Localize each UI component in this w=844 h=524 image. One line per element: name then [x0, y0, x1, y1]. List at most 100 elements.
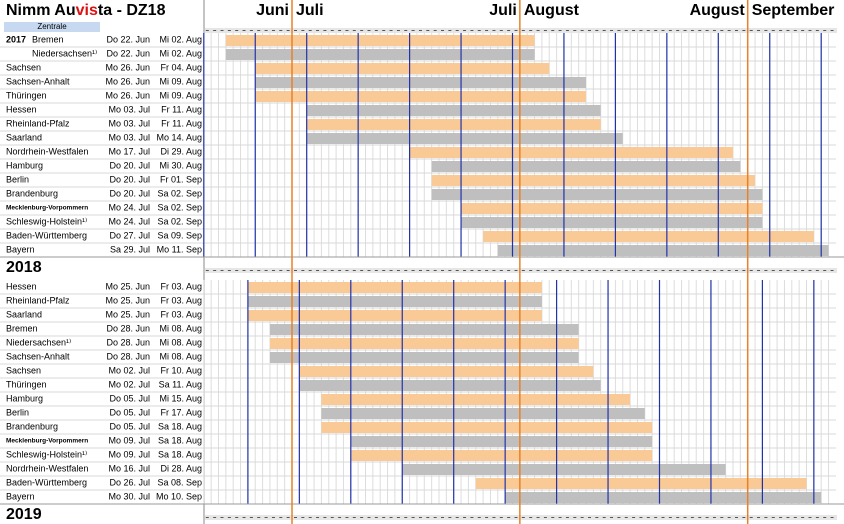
state-name: Sachsen [6, 62, 41, 72]
state-name: Nordrhein-Westfalen [6, 146, 88, 156]
start-date: Mo 03. Jul [108, 132, 150, 142]
end-date: Sa 08. Sep [157, 477, 202, 487]
start-date: Do 20. Jul [109, 188, 150, 198]
holiday-bar [483, 231, 814, 242]
start-date: Do 26. Jul [109, 477, 150, 487]
holiday-bar [461, 203, 763, 214]
holiday-bar [321, 422, 653, 433]
state-name: Bremen [32, 34, 64, 44]
state-name: Rheinland-Pfalz [6, 295, 70, 305]
state-name: Hamburg [6, 393, 43, 403]
start-date: Mo 24. Jul [108, 202, 150, 212]
day-strip [205, 515, 837, 520]
end-date: Mo 10. Sep [156, 491, 202, 501]
holiday-bar [497, 245, 829, 256]
state-name: Bayern [6, 244, 35, 254]
start-date: Mo 17. Jul [108, 146, 150, 156]
end-date: Fr 10. Aug [160, 365, 202, 375]
title-part: vis [76, 2, 98, 19]
start-date: Do 28. Jun [106, 323, 150, 333]
start-date: Do 28. Jun [106, 351, 150, 361]
month-label: Juli [489, 2, 517, 19]
state-name: Hessen [6, 281, 37, 291]
holiday-bar [350, 450, 653, 461]
state-name: Mecklenburg-Vorpommern [6, 205, 88, 212]
end-date: Mi 08. Aug [159, 337, 202, 347]
state-name: Schleswig-Holstein¹⁾ [6, 216, 87, 226]
end-date: Sa 02. Sep [157, 216, 202, 226]
start-date: Do 20. Jul [109, 174, 150, 184]
month-label: August [524, 2, 580, 19]
day-strip [205, 268, 837, 273]
start-date: Mo 30. Jul [108, 491, 150, 501]
start-date: Mo 24. Jul [108, 216, 150, 226]
end-date: Mi 02. Aug [159, 48, 202, 58]
start-date: Mo 25. Jun [105, 295, 150, 305]
start-date: Mo 02. Jul [108, 379, 150, 389]
state-name: Thüringen [6, 90, 47, 100]
end-date: Fr 03. Aug [160, 309, 202, 319]
title: Nimm Auvista - DZ18 [6, 2, 166, 19]
state-name: Hessen [6, 104, 37, 114]
holiday-bar [306, 105, 601, 116]
holiday-bar [409, 147, 733, 158]
start-date: Mo 02. Jul [108, 365, 150, 375]
start-date: Mo 25. Jun [105, 281, 150, 291]
start-date: Mo 16. Jul [108, 463, 150, 473]
month-label: August [690, 2, 746, 19]
day-strip [205, 28, 837, 33]
start-date: Mo 26. Jun [105, 62, 150, 72]
end-date: Sa 18. Aug [158, 449, 202, 459]
holiday-bar [247, 282, 542, 293]
end-date: Fr 03. Aug [160, 281, 202, 291]
start-date: Mo 26. Jun [105, 90, 150, 100]
state-name: Baden-Württemberg [6, 477, 87, 487]
end-date: Mi 09. Aug [159, 90, 202, 100]
end-date: Sa 18. Aug [158, 421, 202, 431]
start-date: Do 28. Jun [106, 337, 150, 347]
start-date: Mo 09. Jul [108, 435, 150, 445]
end-date: Fr 17. Aug [160, 407, 202, 417]
holiday-bar [255, 91, 586, 102]
holiday-bar [225, 35, 535, 46]
end-date: Mo 11. Sep [157, 244, 202, 254]
holiday-bar [402, 464, 726, 475]
holiday-bar [225, 49, 535, 60]
state-name: Hamburg [6, 160, 43, 170]
end-date: Fr 01. Sep [160, 174, 202, 184]
month-label: Juli [296, 2, 324, 19]
start-date: Do 22. Jun [106, 34, 150, 44]
title-part: Nimm Au [6, 2, 76, 19]
holiday-bar [431, 161, 741, 172]
start-date: Do 05. Jul [109, 407, 150, 417]
title-part: ta - DZ18 [98, 2, 166, 19]
holiday-bar [461, 217, 763, 228]
end-date: Di 28. Aug [160, 463, 202, 473]
month-label: Juni [256, 2, 289, 19]
end-date: Fr 11. Aug [161, 104, 202, 114]
state-name: Brandenburg [6, 188, 58, 198]
holiday-bar [505, 492, 822, 503]
holiday-bar [247, 296, 542, 307]
holiday-bar [431, 175, 756, 186]
section-label: 2017 [6, 34, 26, 44]
state-name: Mecklenburg-Vorpommern [6, 438, 88, 445]
holiday-bar [255, 63, 550, 74]
end-date: Mi 08. Aug [159, 351, 202, 361]
section-label: 2018 [6, 259, 42, 276]
end-date: Di 29. Aug [160, 146, 202, 156]
end-date: Mi 09. Aug [159, 76, 202, 86]
subtitle-cell [4, 22, 100, 32]
state-name: Nordrhein-Westfalen [6, 463, 88, 473]
start-date: Do 20. Jul [109, 160, 150, 170]
start-date: Mo 03. Jul [108, 118, 150, 128]
end-date: Fr 11. Aug [161, 118, 202, 128]
start-date: Do 05. Jul [109, 393, 150, 403]
end-date: Sa 02. Sep [157, 188, 202, 198]
start-date: Do 27. Jul [109, 230, 150, 240]
end-date: Sa 11. Aug [159, 379, 202, 389]
state-name: Niedersachsen¹⁾ [32, 48, 97, 58]
state-name: Saarland [6, 132, 42, 142]
end-date: Fr 04. Aug [160, 62, 202, 72]
